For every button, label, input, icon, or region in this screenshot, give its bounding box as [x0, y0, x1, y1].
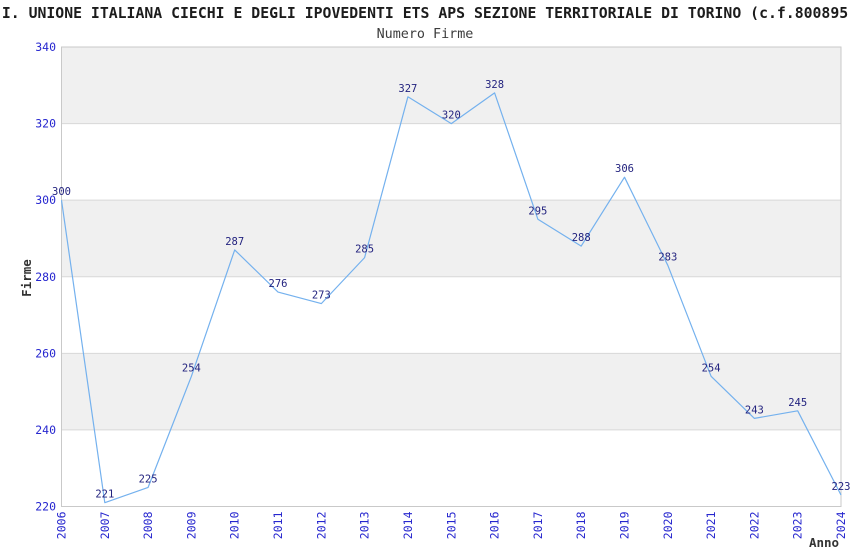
x-tick-label: 2012 [314, 512, 328, 540]
x-tick-label: 2021 [704, 511, 718, 539]
data-label: 276 [269, 278, 288, 290]
x-tick-label: 2018 [574, 511, 588, 539]
plot-band [61, 200, 841, 277]
data-label: 254 [182, 362, 201, 374]
x-tick-label: 2015 [444, 512, 458, 540]
data-label: 225 [139, 473, 158, 485]
data-label: 287 [225, 236, 244, 248]
plot-band [61, 47, 841, 124]
data-label: 320 [442, 110, 461, 122]
data-label: 243 [745, 404, 764, 416]
chart-subtitle: Numero Firme [376, 27, 474, 42]
data-label: 223 [832, 481, 850, 493]
x-tick-label: 2006 [55, 511, 69, 539]
x-tick-label: 2019 [618, 511, 632, 539]
data-label: 300 [52, 186, 71, 198]
x-axis-title: Anno [809, 535, 839, 550]
y-tick-label: 220 [35, 500, 56, 514]
data-label: 273 [312, 290, 331, 302]
y-tick-label: 340 [35, 40, 56, 54]
x-tick-label: 2024 [834, 511, 848, 539]
data-label: 306 [615, 163, 634, 175]
x-tick-label: 2020 [661, 511, 675, 539]
data-label: 295 [528, 205, 547, 217]
data-label: 285 [355, 244, 374, 256]
data-label: 221 [95, 489, 114, 501]
y-tick-label: 300 [35, 193, 56, 207]
data-label: 328 [485, 79, 504, 91]
x-tick-label: 2013 [358, 511, 372, 539]
y-tick-label: 240 [35, 423, 56, 437]
x-tick-label: 2023 [791, 511, 805, 539]
y-axis-title: Firme [19, 259, 34, 297]
x-tick-label: 2022 [747, 512, 761, 540]
x-tick-label: 2017 [531, 511, 545, 539]
x-tick-label: 2016 [488, 511, 502, 539]
x-tick-label: 2011 [271, 511, 285, 539]
data-label: 327 [398, 83, 417, 95]
x-tick-label: 2008 [141, 511, 155, 539]
data-label: 245 [788, 397, 807, 409]
x-tick-label: 2010 [228, 511, 242, 539]
y-tick-label: 280 [35, 270, 56, 284]
x-tick-label: 2007 [98, 511, 112, 539]
chart-title: I. UNIONE ITALIANA CIECHI E DEGLI IPOVED… [1, 5, 849, 22]
series-line [60, 92, 842, 504]
y-tick-label: 260 [35, 346, 56, 360]
plot-band [61, 353, 841, 430]
data-label: 283 [658, 251, 677, 263]
data-label: 254 [702, 362, 721, 374]
x-tick-label: 2009 [184, 511, 198, 539]
plot-border [61, 46, 842, 507]
y-tick-label: 320 [35, 117, 56, 131]
x-tick-label: 2014 [401, 511, 415, 539]
data-label: 288 [572, 232, 591, 244]
